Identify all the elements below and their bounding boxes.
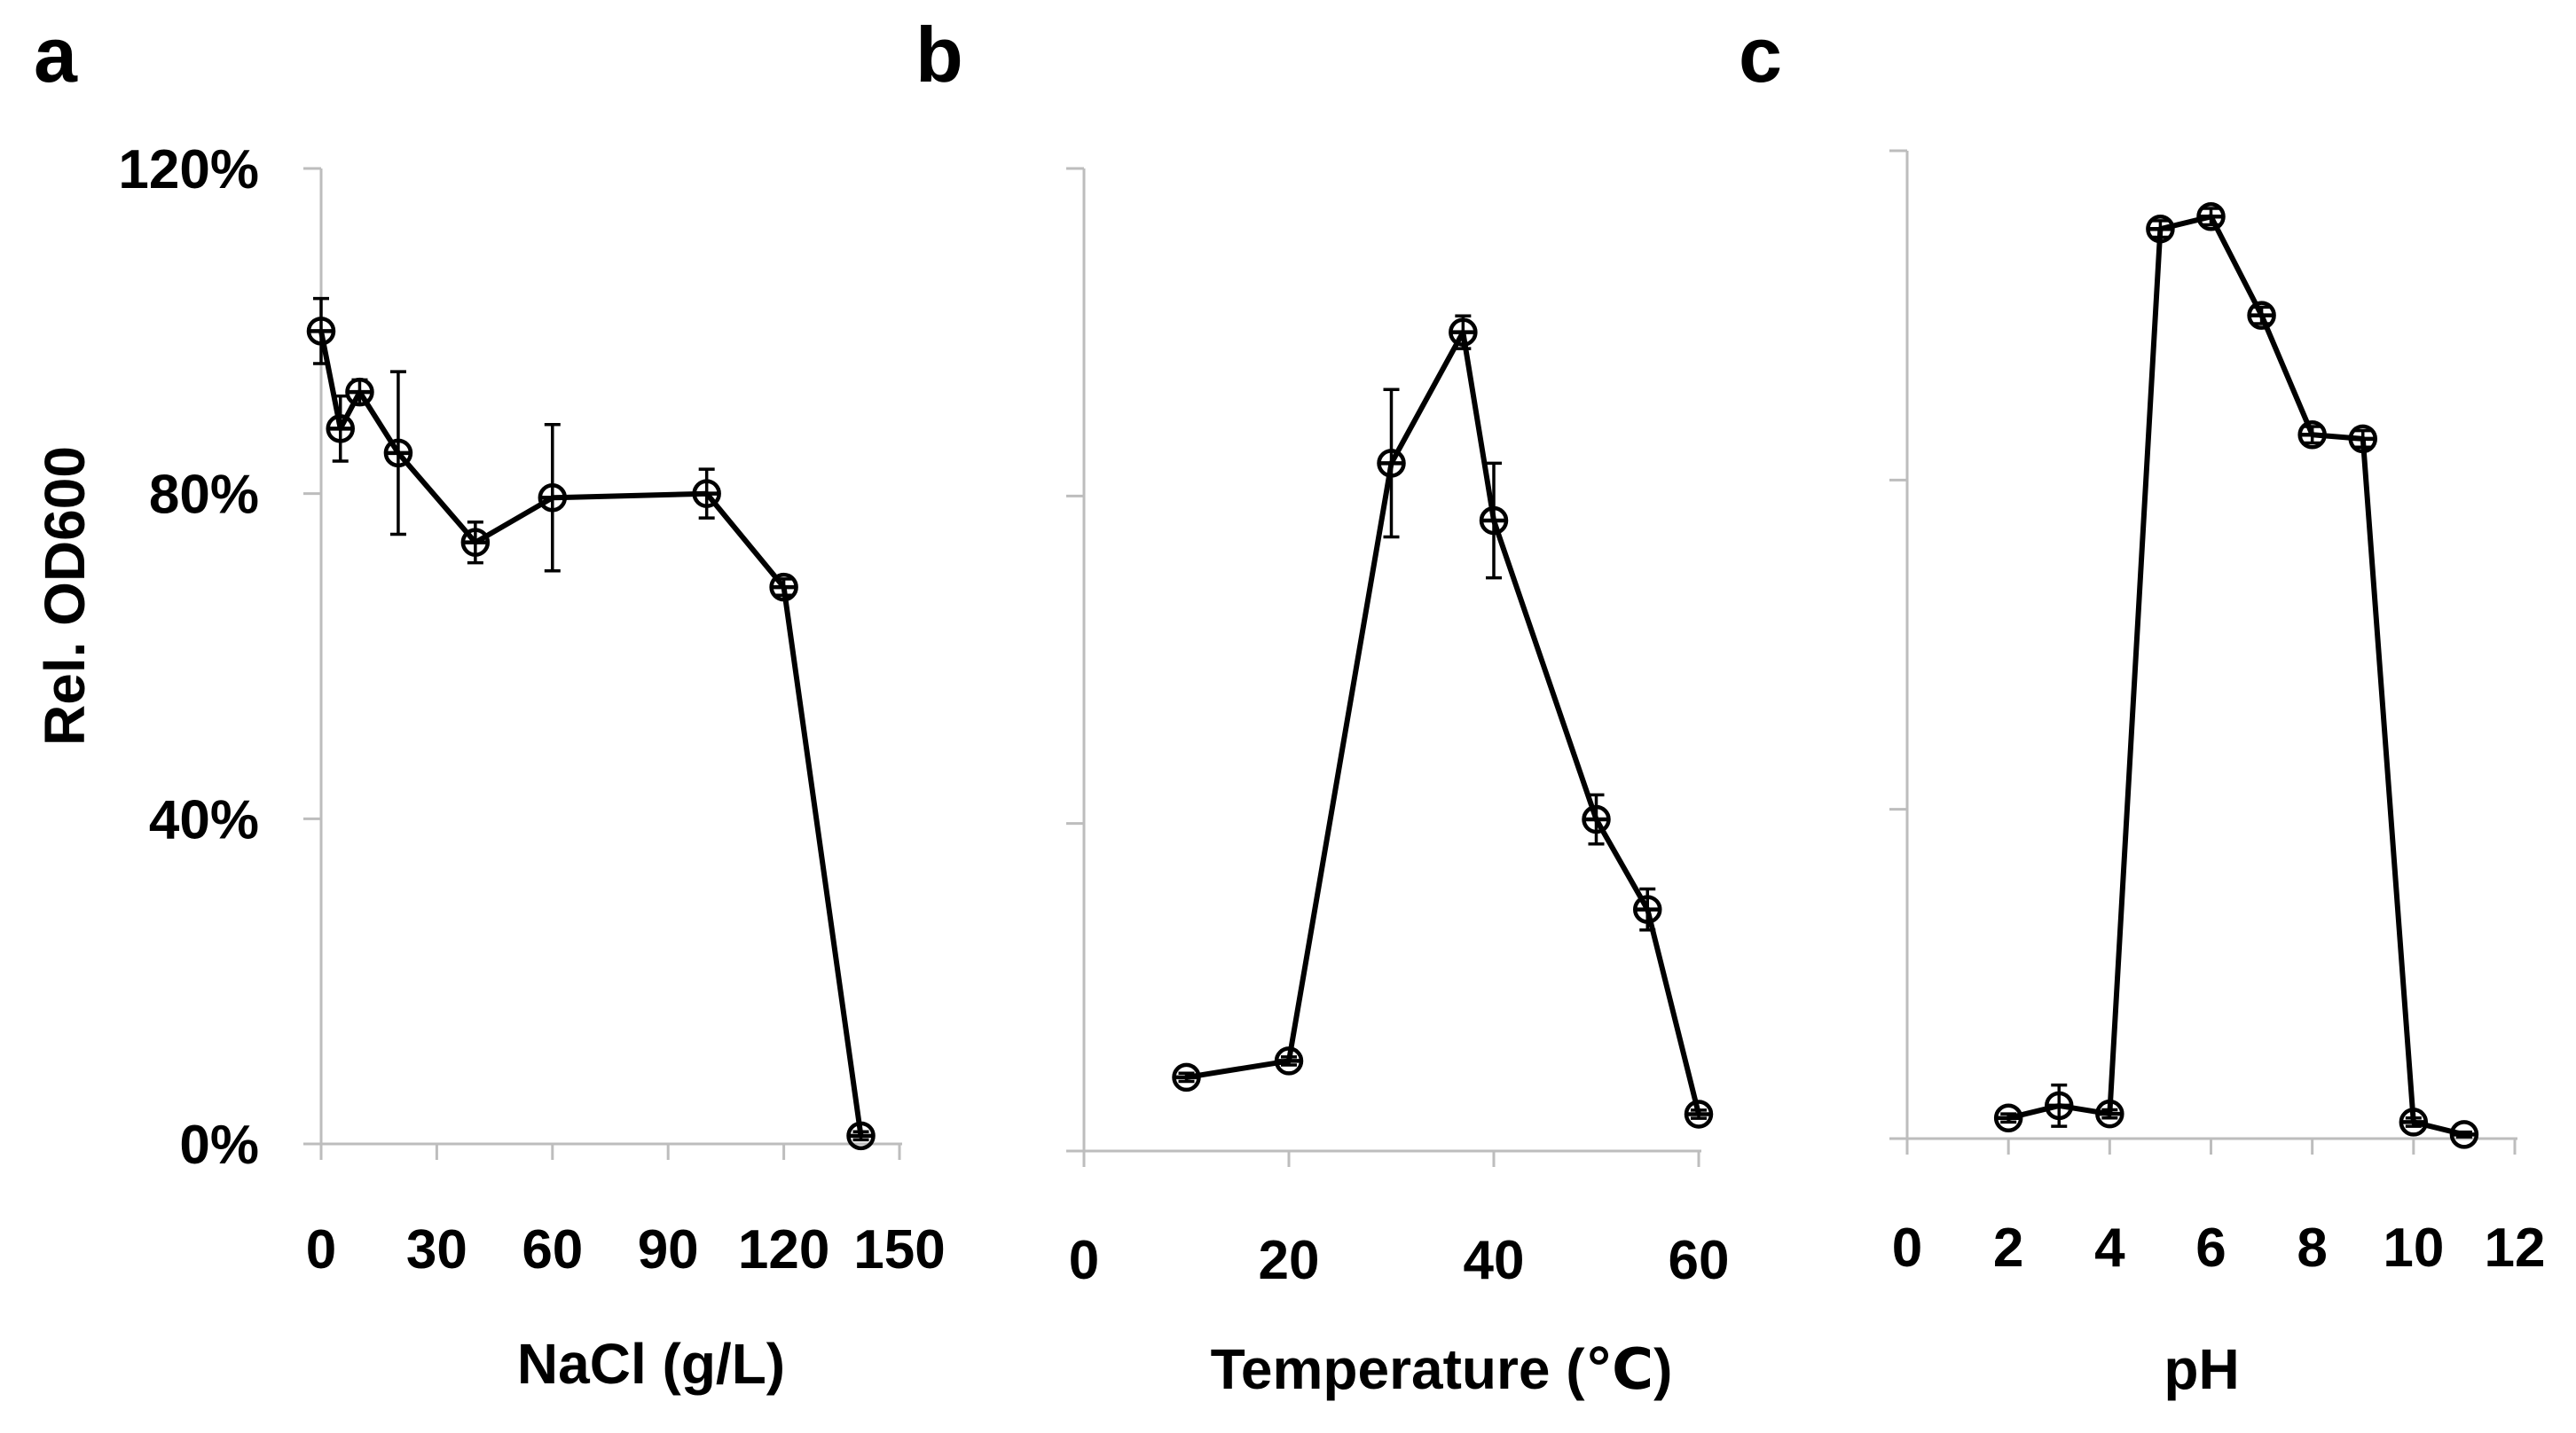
panel-b-x-tick-label: 40 [1464,1230,1525,1291]
panel-b-x-axis-title: Temperature (℃) [1211,1337,1673,1401]
panel-a-y-tick-label: 40% [149,789,259,850]
panel-a-x-axis-title: NaCl (g/L) [517,1332,785,1396]
panel-c-x-tick-label: 4 [2094,1218,2125,1279]
panel-a-x-tick-label: 120 [738,1219,829,1280]
panel-a-y-tick-label: 120% [118,139,259,200]
panel-a-x-tick-label: 90 [638,1219,699,1280]
panel-b-x-tick-label: 20 [1259,1230,1320,1291]
panel-b: b Temperature (℃) 0 20 40 60 [915,11,1729,1401]
panel-c-x-tick-label: 0 [1892,1218,1922,1279]
panel-c-x-tick-label: 10 [2383,1218,2444,1279]
panel-c-x-tick-label: 2 [1993,1218,2023,1279]
panel-b-plot-area: 0 20 40 60 [1066,167,1730,1291]
panel-b-series-line [1186,329,1701,1116]
panel-a-x-tick-label: 0 [306,1219,336,1280]
panel-c-x-axis-title: pH [2164,1337,2239,1401]
panel-a-y-tick-label: 80% [149,465,259,526]
panel-a-y-tick-label: 0% [179,1115,259,1176]
panel-b-x-tick-label: 60 [1669,1230,1730,1291]
panel-c-x-tick-label: 8 [2297,1218,2327,1279]
panel-c-letter: c [1739,11,1782,98]
panel-c-x-tick-label: 6 [2195,1218,2226,1279]
panel-a-x-tick-label: 60 [522,1219,583,1280]
panel-a-y-axis-title: Rel. OD600 [33,446,97,746]
panel-b-x-tick-label: 0 [1069,1230,1099,1291]
panel-c: c pH 0 2 4 6 8 10 12 [1739,11,2545,1401]
panel-c-x-tick-label: 12 [2485,1218,2546,1279]
panel-a-x-tick-label: 150 [853,1219,945,1280]
panel-a: a Rel. OD600 NaCl (g/L) 0 30 60 90 120 150 0% 4… [33,11,946,1396]
panel-c-plot-area: 0 2 4 6 8 10 12 [1889,149,2546,1279]
panel-b-letter: b [915,11,963,98]
panel-a-letter: a [34,11,78,98]
panel-a-x-tick-label: 30 [406,1219,467,1280]
panel-a-plot-area: 0 30 60 90 120 150 0% 40% 80% 120% [118,139,945,1280]
panel-c-series-line [2007,214,2465,1138]
